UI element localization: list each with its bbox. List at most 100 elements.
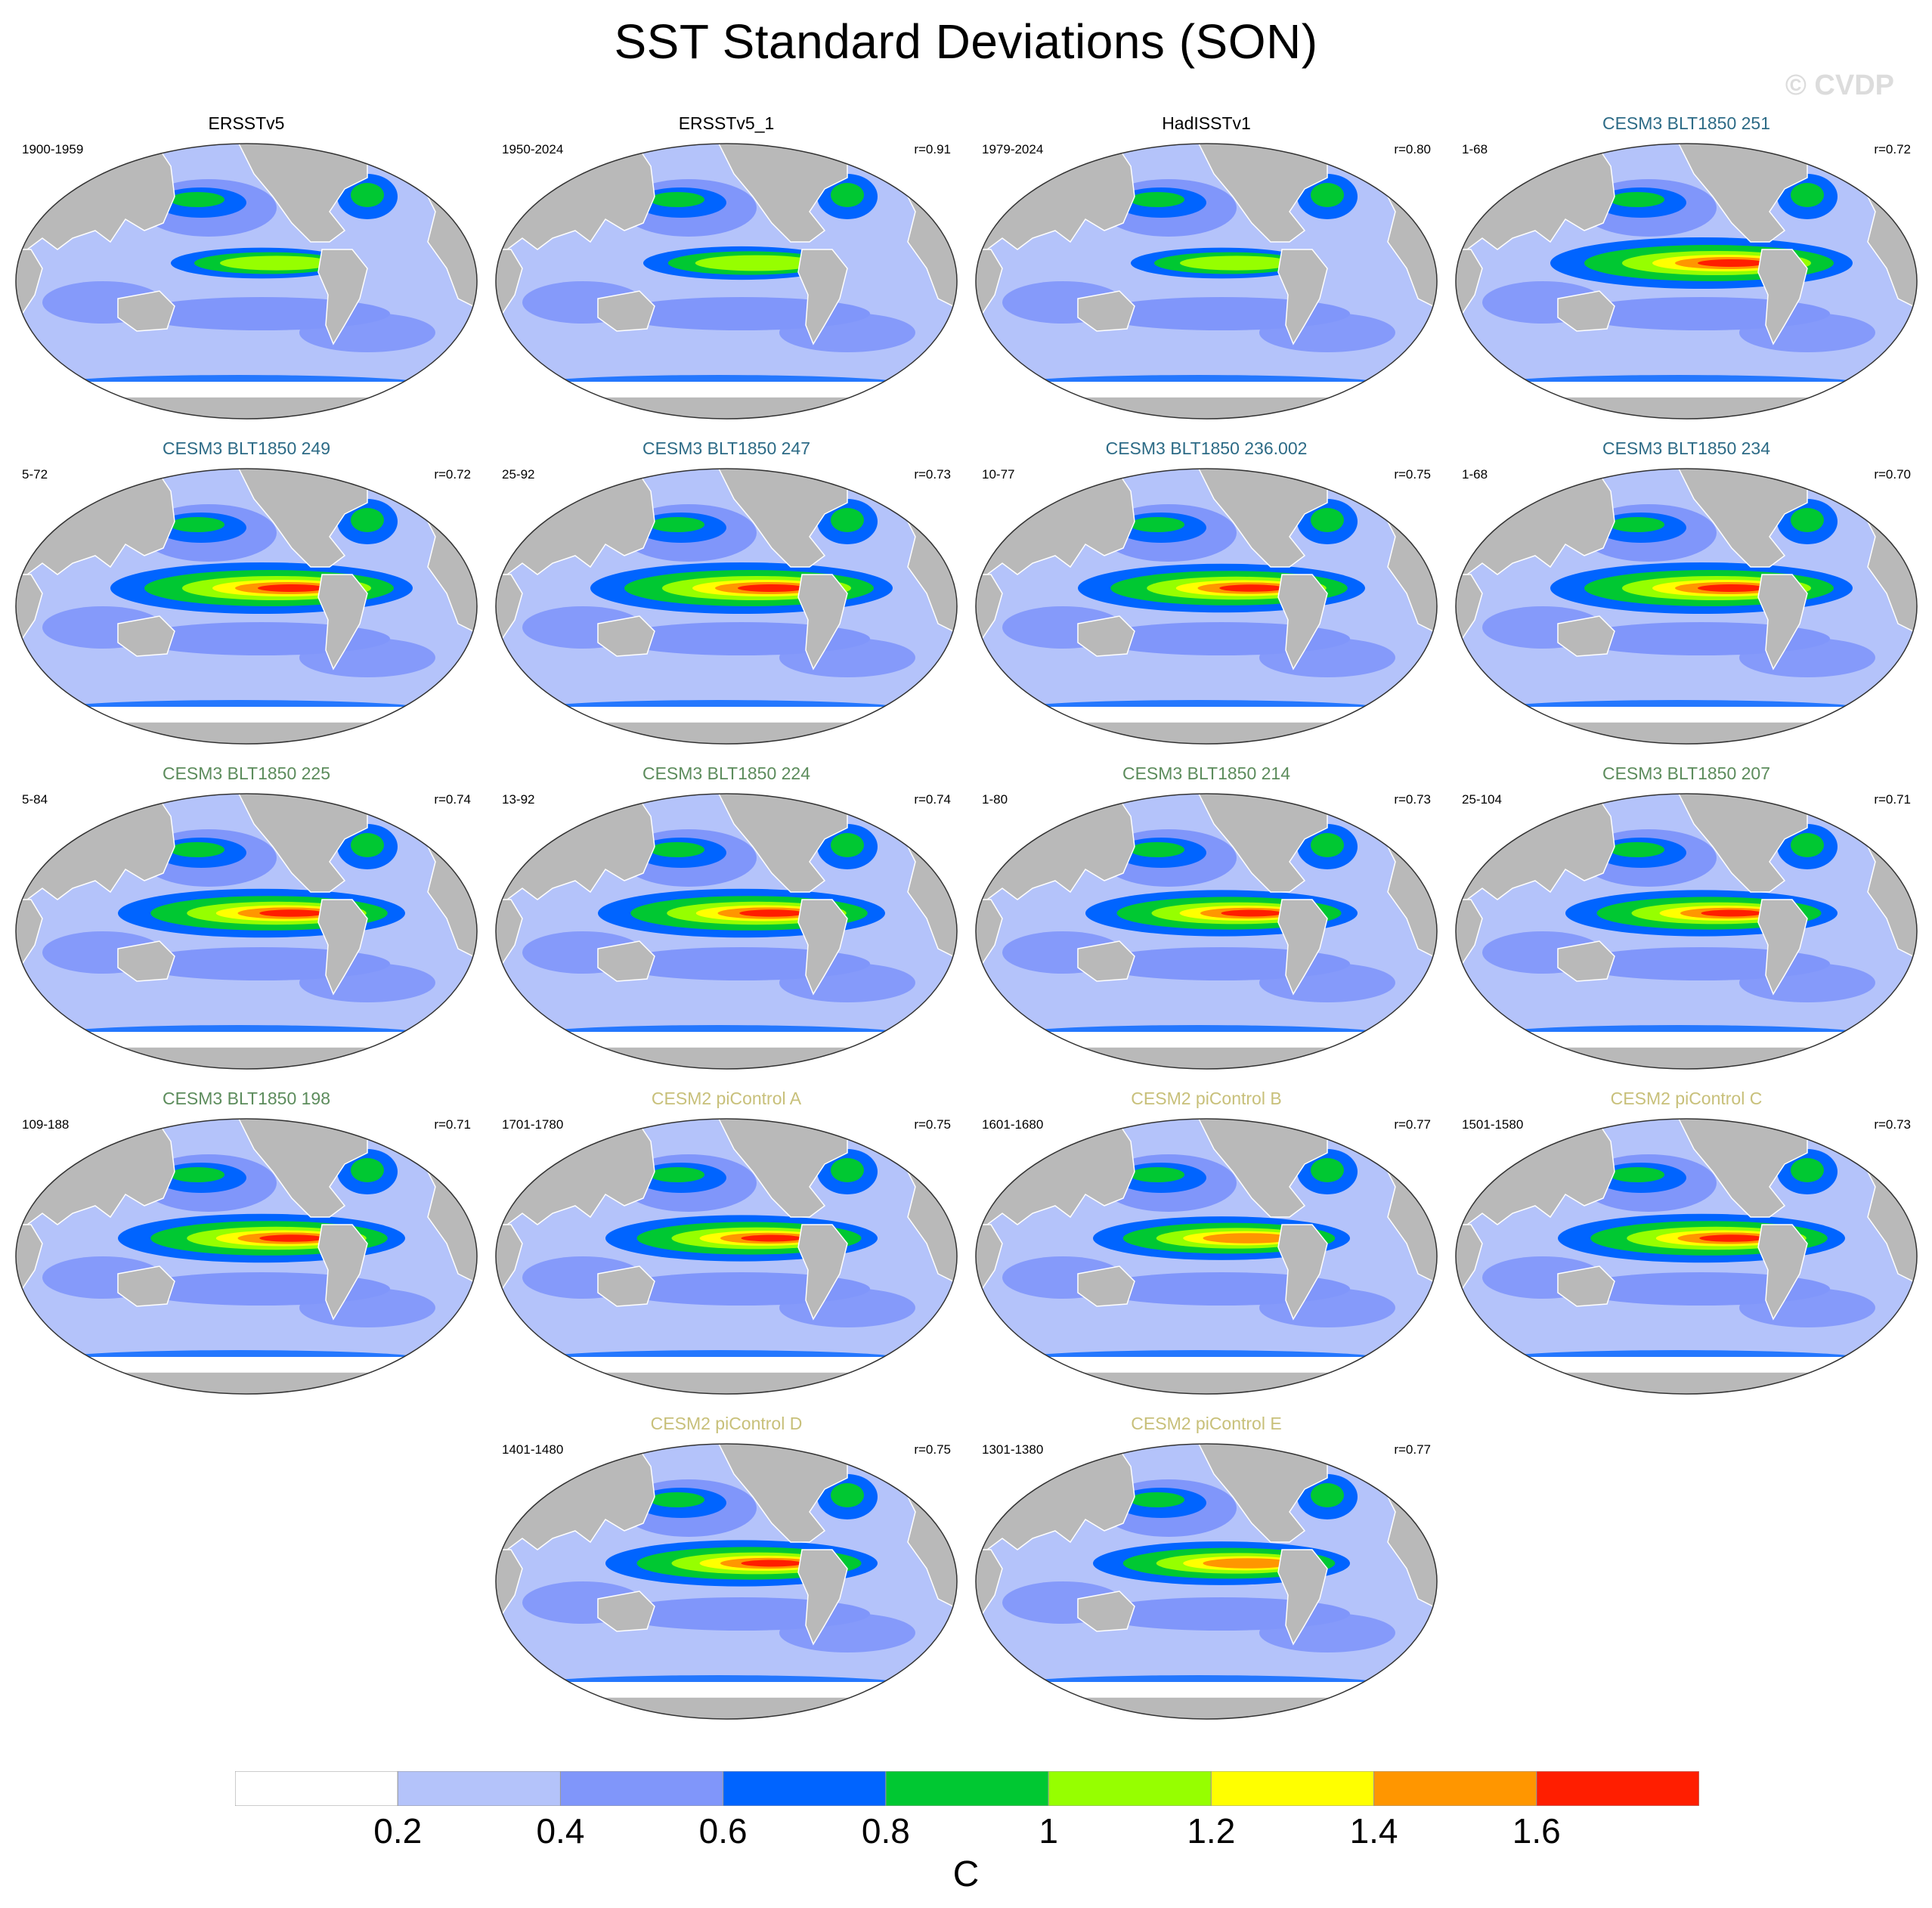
panel-years: 1-68 [1462,142,1488,156]
colorbar-swatch [1536,1771,1699,1806]
africa-land [976,1549,1003,1623]
sst-enso-red [258,584,326,592]
sst-map [15,143,478,420]
colorbar-swatch [559,1771,724,1806]
colorbar-tick-label: 0.2 [373,1811,423,1851]
panel-title: CESM3 BLT1850 207 [1602,764,1771,783]
sst-gulf-stream-core [1311,1483,1344,1507]
sst-kuroshio-core [170,517,224,532]
south-america-land [317,899,368,996]
north-america-land [1677,1119,1808,1218]
colorbar-swatch [1373,1771,1537,1806]
sst-enso-red [741,1560,803,1567]
south-america-land [1757,249,1808,345]
sst-map [1455,1118,1918,1395]
south-america-land [797,249,848,345]
panel-correlation: r=0.74 [434,792,471,807]
north-america-land [1677,144,1808,243]
colorbar-tick-label: 0.8 [861,1811,910,1851]
australia-land [597,290,655,332]
panel-correlation: r=0.75 [914,1117,951,1132]
africa-land [16,574,43,648]
south-america-land [797,899,848,996]
panel-title: CESM3 BLT1850 214 [1122,764,1291,783]
sst-map [495,468,958,745]
sst-map [15,793,478,1070]
africa-land [1456,899,1483,973]
panel-correlation: r=0.73 [1394,792,1431,807]
colorbar-swatch [885,1771,1049,1806]
south-america-land [317,1224,368,1321]
sst-enso-orange [1203,1233,1293,1244]
map-panel: CESM3 BLT1850 234 1-68 r=0.70 [1448,438,1924,756]
panel-years: 10-77 [982,467,1015,482]
north-america-land [717,1119,848,1218]
australia-land [117,940,175,982]
map-panel: CESM3 BLT1850 198 109-188 r=0.71 [8,1089,485,1406]
sst-kuroshio-core [1610,1167,1664,1182]
sst-gulf-stream-core [1311,833,1344,857]
sst-map [495,1118,958,1395]
north-america-land [717,1444,848,1543]
sst-map [975,468,1438,745]
africa-land [496,899,523,973]
south-america-land [1757,899,1808,996]
sst-kuroshio-core [170,1167,224,1182]
sst-kuroshio-core [1130,517,1184,532]
cvdp-watermark: © CVDP [1785,70,1894,101]
sst-kuroshio-core [1610,842,1664,857]
sst-gulf-stream-core [1791,833,1824,857]
south-america-land [797,1224,848,1321]
sst-enso-orange [1203,1558,1293,1569]
map-panel: CESM2 piControl E 1301-1380 r=0.77 [968,1414,1444,1731]
sst-enso-red [259,1234,324,1242]
south-america-land [1277,574,1328,671]
colorbar-units: C [952,1854,980,1894]
sst-enso-red [738,584,806,592]
panel-years: 1950-2024 [502,142,564,156]
panel-correlation: r=0.72 [1874,142,1911,156]
africa-land [1456,1224,1483,1298]
panel-correlation: r=0.77 [1394,1442,1431,1457]
panel-correlation: r=0.73 [914,467,951,482]
sst-gulf-stream-core [351,833,384,857]
north-america-land [1197,144,1328,243]
australia-land [1557,290,1615,332]
panel-years: 1900-1959 [22,142,84,156]
panel-title: CESM3 BLT1850 198 [162,1089,331,1108]
sst-gulf-stream-core [1311,183,1344,207]
map-panel: CESM3 BLT1850 214 1-80 r=0.73 [968,764,1444,1081]
panel-years: 1601-1680 [982,1117,1044,1132]
panel-title: ERSSTv5 [208,113,285,133]
sst-kuroshio-core [650,517,704,532]
sst-map [15,468,478,745]
australia-land [1557,615,1615,657]
north-america-land [1677,794,1808,893]
south-america-land [1277,1549,1328,1646]
panel-years: 109-188 [22,1117,70,1132]
map-panel: CESM2 piControl A 1701-1780 r=0.75 [488,1089,964,1406]
australia-land [1077,1265,1135,1307]
sst-enso-red [1221,909,1283,917]
sst-map [1455,468,1918,745]
australia-land [117,1265,175,1307]
panel-years: 1301-1380 [982,1442,1044,1457]
panel-years: 1-80 [982,792,1008,807]
sst-gulf-stream-core [831,1483,864,1507]
north-america-land [717,469,848,568]
map-panel: CESM3 BLT1850 224 13-92 r=0.74 [488,764,964,1081]
panel-correlation: r=0.75 [1394,467,1431,482]
africa-land [496,1549,523,1623]
sst-gulf-stream-core [1791,1158,1824,1182]
colorbar-tick-label: 1 [1039,1811,1058,1851]
africa-land [1456,574,1483,648]
sst-map [1455,793,1918,1070]
south-america-land [317,249,368,345]
panel-title: HadISSTv1 [1162,113,1251,133]
panel-years: 13-92 [502,792,535,807]
africa-land [496,249,523,323]
sst-gulf-stream-core [1311,508,1344,532]
panel-title: CESM2 piControl B [1131,1089,1282,1108]
south-america-land [1757,574,1808,671]
sst-gulf-stream-core [831,1158,864,1182]
